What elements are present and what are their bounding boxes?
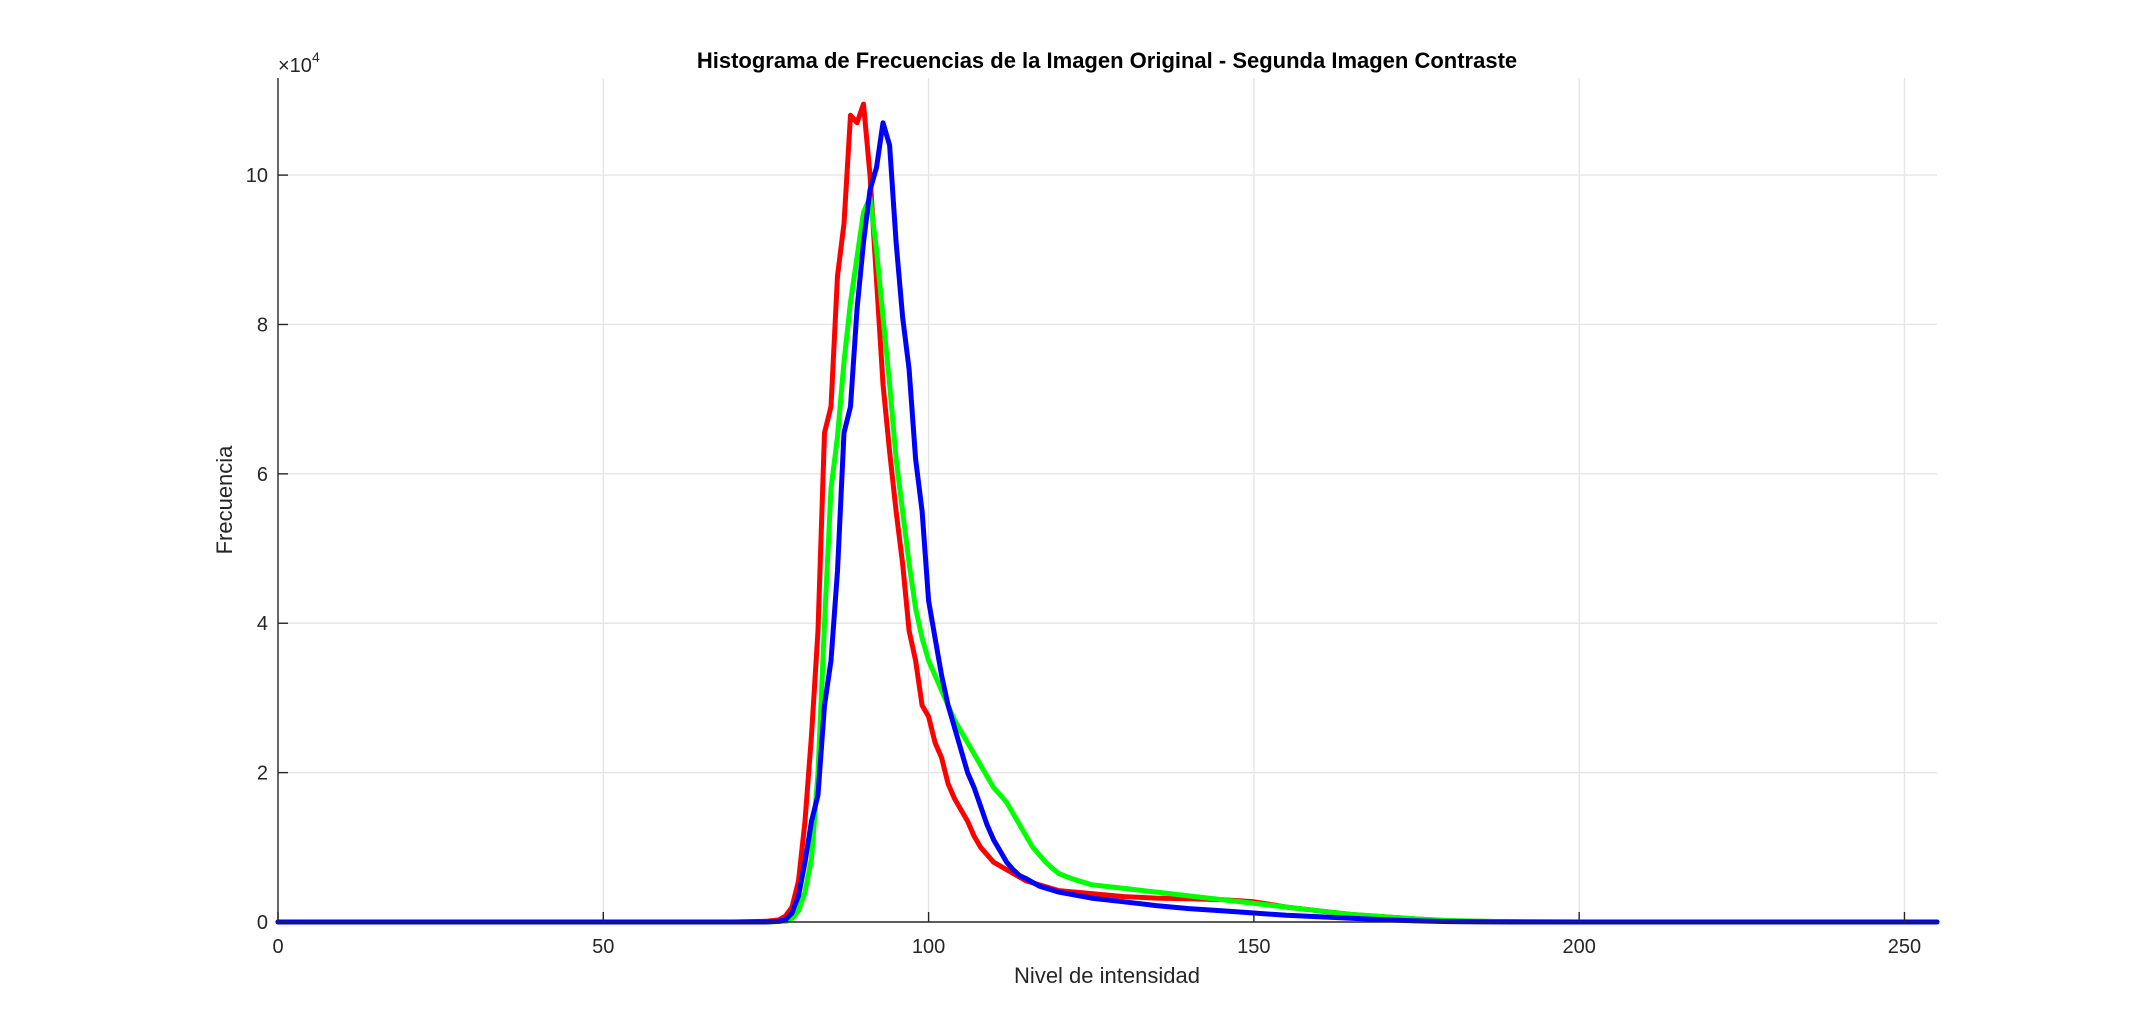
axes-layer: 0 50 100 150 200 250 0 2 4 6 8 10 xyxy=(246,78,1937,958)
y-axis-label: Frecuencia xyxy=(212,445,237,555)
y-tick-label-3: 6 xyxy=(257,464,268,486)
y-exponent-power: 4 xyxy=(312,49,320,65)
series-line-0 xyxy=(275,101,1940,925)
x-tick-label-5: 250 xyxy=(1888,936,1921,958)
y-tick-label-0: 0 xyxy=(257,912,268,934)
y-exponent-label: ×104 xyxy=(278,49,320,77)
chart-title: Histograma de Frecuencias de la Imagen O… xyxy=(697,48,1517,73)
x-axis-label: Nivel de intensidad xyxy=(1014,963,1200,988)
x-tick-label-0: 0 xyxy=(272,936,283,958)
x-tick-label-2: 100 xyxy=(912,936,945,958)
x-tick-label-1: 50 xyxy=(592,936,614,958)
y-tick-label-4: 8 xyxy=(257,314,268,336)
x-tick-label-3: 150 xyxy=(1237,936,1270,958)
y-exponent-base: ×10 xyxy=(278,55,312,77)
series-line-2 xyxy=(275,120,1940,925)
y-tick-label-2: 4 xyxy=(257,613,268,635)
y-tick-label-5: 10 xyxy=(246,165,268,187)
y-tick-label-1: 2 xyxy=(257,763,268,785)
grid-layer xyxy=(278,78,1937,922)
x-tick-label-4: 200 xyxy=(1562,936,1595,958)
series-layer xyxy=(275,101,1940,925)
series-line-1 xyxy=(275,195,1940,925)
